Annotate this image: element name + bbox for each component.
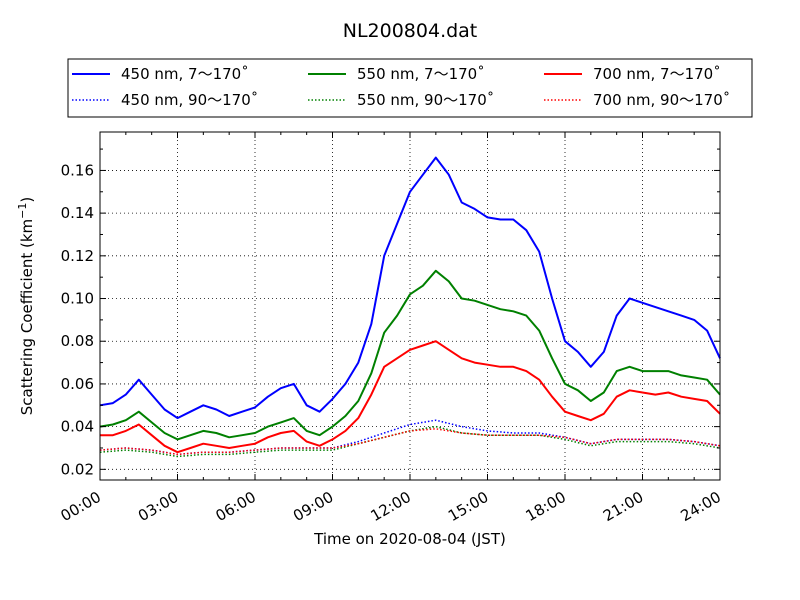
y-tick-label: 0.12 — [61, 247, 94, 265]
y-tick-label: 0.06 — [61, 375, 94, 393]
legend: 450 nm, 7～170˚ 450 nm, 90～170˚ 550 nm, 7～1… — [67, 58, 753, 118]
y-tick-label: 0.08 — [61, 332, 94, 350]
legend-label: 550 nm, 90～170˚ — [357, 91, 494, 109]
y-axis-title-superscript: −1 — [16, 203, 29, 219]
y-tick-label: 0.10 — [61, 290, 94, 308]
legend-label: 700 nm, 7～170˚ — [593, 65, 721, 83]
y-axis-title: Scattering Coefficient (km−1) — [16, 197, 36, 416]
legend-box — [67, 58, 753, 118]
y-axis-title-close: ) — [18, 197, 36, 203]
x-axis-title: Time on 2020-08-04 (JST) — [313, 530, 506, 548]
chart-title: NL200804.dat — [343, 20, 478, 42]
grid-lines — [100, 132, 720, 480]
legend-label: 550 nm, 7～170˚ — [357, 65, 485, 83]
series-line-1 — [99, 269, 721, 441]
series-line-4 — [99, 425, 721, 458]
series-line-2 — [100, 340, 721, 454]
y-axis-title-main: Scattering Coefficient (km — [18, 219, 36, 415]
legend-label: 700 nm, 90～170˚ — [593, 91, 730, 109]
legend-label: 450 nm, 7～170˚ — [121, 65, 249, 83]
y-tick-label: 0.16 — [61, 161, 94, 179]
series-lines — [99, 156, 721, 458]
series-line-0 — [99, 156, 721, 420]
y-tick-label: 0.02 — [61, 460, 94, 478]
y-tick-labels: 0.02 0.04 0.06 0.08 0.10 0.12 0.14 0.16 — [61, 161, 94, 478]
series-line-5 — [99, 428, 721, 456]
y-tick-label: 0.04 — [61, 418, 94, 436]
legend-label: 450 nm, 90～170˚ — [121, 91, 258, 109]
axis-ticks — [99, 132, 721, 480]
y-tick-label: 0.14 — [61, 204, 94, 222]
